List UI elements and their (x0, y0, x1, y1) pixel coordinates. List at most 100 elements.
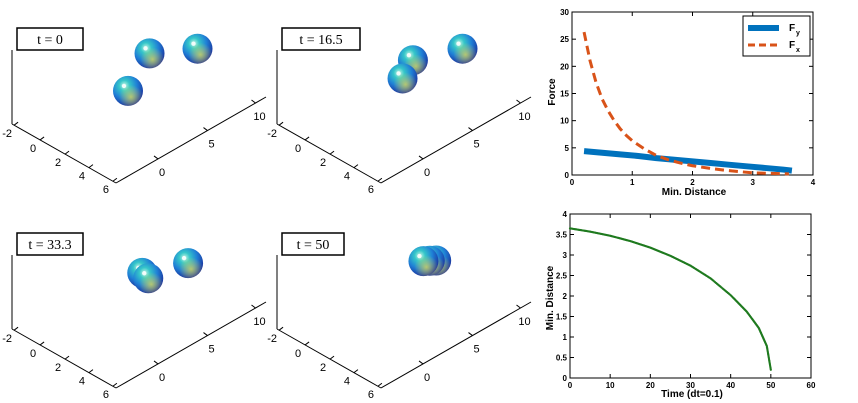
x-tick-label: 0 (570, 178, 575, 187)
x-tick-label: -2 (2, 333, 12, 345)
x-tick-label: 0 (295, 143, 301, 155)
y-tick-label: 10 (560, 117, 569, 126)
sphere-highlight (133, 263, 164, 294)
sphere-spot (396, 71, 401, 76)
x-tick-label: 6 (368, 389, 374, 401)
y-tick-label: 0 (563, 374, 568, 383)
x-tick (329, 355, 335, 360)
x-tick (304, 341, 310, 346)
sphere-spot (121, 83, 127, 89)
x-tick-label: 4 (79, 376, 85, 388)
x-tick-label: 10 (606, 381, 615, 390)
x-tick-label: 2 (690, 178, 695, 187)
time-label-box (281, 232, 345, 256)
x-axis-line (11, 328, 117, 389)
sphere-spot (456, 41, 461, 46)
sphere-spot (143, 46, 148, 51)
y-tick-label: 0 (565, 171, 570, 180)
y-tick-label: 10 (518, 316, 530, 328)
series-line-Fy (583, 148, 793, 174)
y-tick-label: 2 (563, 292, 568, 301)
y-tick-label: 0 (159, 167, 165, 179)
x-tick (304, 136, 310, 141)
x-tick-label: 20 (646, 381, 655, 390)
snapshot-panel-t16: -2 0 2 4 6 0 5 10 t = 16.5 (267, 27, 532, 196)
x-tick-label: 2 (320, 157, 326, 169)
x-axis-line (276, 123, 382, 184)
snapshot-panel-t50: -2 0 2 4 6 0 5 10 t = 50 (267, 232, 532, 401)
x-tick-label: 0 (30, 143, 36, 155)
legend-label: F (789, 40, 795, 51)
sphere-highlight (387, 63, 418, 94)
y-tick (153, 360, 159, 365)
data-point (769, 368, 772, 371)
distance-chart-ylabel: Min. Distance (545, 265, 556, 330)
y-tick (516, 99, 521, 104)
force-chart-xlabel: Min. Distance (662, 187, 727, 198)
y-tick-label: 4 (563, 210, 568, 219)
x-tick (64, 355, 70, 360)
distance-vs-time-chart: Min. Distance Time (dt=0.1) 0 10 20 30 40 50 6… (545, 210, 816, 400)
y-tick (468, 332, 473, 336)
y-tick-label: 3.5 (556, 231, 568, 240)
x-tick-label: 2 (55, 362, 61, 374)
y-tick-label: 5 (565, 144, 570, 153)
y-tick-label: 1 (563, 333, 568, 342)
sphere-highlight (447, 33, 478, 64)
y-tick-label: 0 (159, 372, 165, 384)
y-tick-label: 10 (518, 111, 530, 123)
time-label: t = 33.3 (28, 238, 71, 253)
y-tick-label: 2.5 (556, 272, 568, 281)
time-label: t = 50 (297, 238, 330, 253)
y-axis-line (115, 96, 267, 184)
x-axis-line (276, 328, 382, 389)
force-chart-ylabel: Force (547, 78, 558, 106)
x-tick (112, 382, 118, 387)
x-tick-label: 6 (103, 389, 109, 401)
y-tick (251, 99, 256, 104)
legend-sub: y (796, 30, 800, 37)
sphere-highlight (134, 38, 165, 69)
y-tick-label: 5 (208, 344, 214, 356)
x-tick (39, 136, 45, 141)
time-label: t = 0 (37, 33, 63, 48)
sphere-spot (406, 53, 412, 58)
x-tick-label: 1 (630, 178, 635, 187)
x-tick (13, 326, 19, 331)
x-tick (39, 341, 45, 346)
x-tick-label: 4 (79, 171, 85, 183)
distance-chart-xlabel: Time (dt=0.1) (661, 389, 723, 400)
legend-box (742, 15, 811, 57)
y-tick-label: 0 (424, 167, 430, 179)
time-label-box (281, 27, 361, 51)
y-tick-label: 25 (560, 35, 569, 44)
y-tick-label: 0 (424, 372, 430, 384)
y-tick-label: 20 (560, 62, 569, 71)
x-axis-line (11, 123, 117, 184)
y-tick (203, 332, 208, 336)
x-tick (88, 164, 94, 169)
snapshot-panel-t33: -2 0 2 4 6 0 5 10 t = 33.3 (2, 232, 267, 401)
x-tick-label: -2 (2, 128, 12, 140)
sphere-highlight (112, 75, 143, 106)
x-tick-label: 4 (344, 171, 350, 183)
time-label: t = 16.5 (299, 33, 342, 48)
x-tick-label: 0 (568, 381, 573, 390)
time-label-box (16, 27, 84, 51)
sphere-spot (142, 271, 147, 276)
y-tick (468, 127, 473, 131)
sphere-spot (417, 253, 422, 259)
x-tick (377, 382, 383, 387)
sphere-spot (181, 255, 187, 261)
snapshot-panel-t0: -2 0 2 4 6 0 5 10 t = 0 (2, 27, 267, 196)
sphere-spot (191, 41, 196, 46)
x-tick-label: 4 (344, 376, 350, 388)
x-tick-label: 0 (295, 348, 301, 360)
y-axis-line (380, 96, 532, 184)
plot-area (569, 213, 812, 379)
y-axis-line (115, 301, 267, 389)
y-tick-label: 5 (473, 344, 479, 356)
x-tick-label: 60 (807, 381, 816, 390)
x-tick (377, 177, 383, 182)
